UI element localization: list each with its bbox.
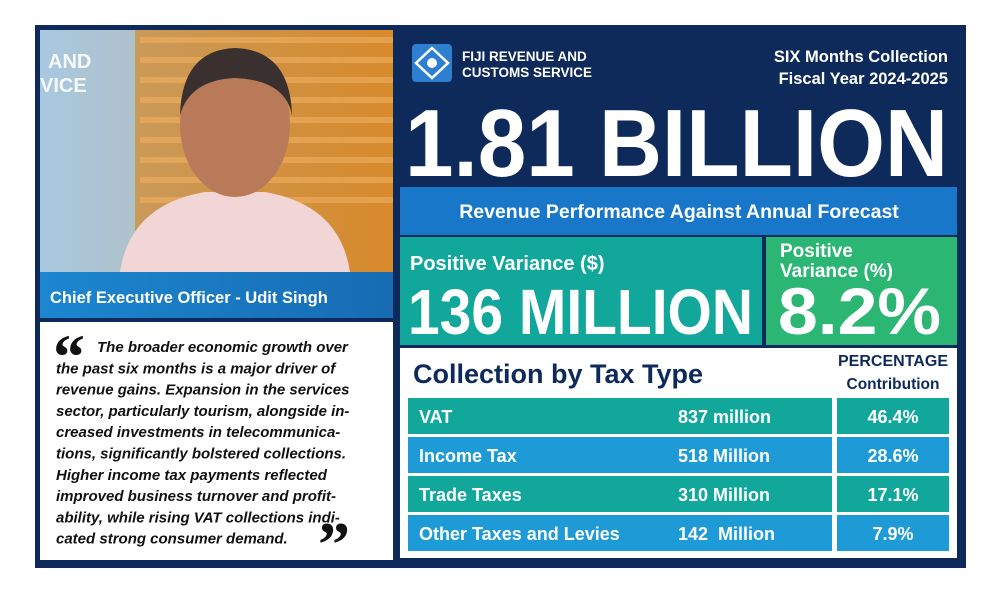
quote-line: improved business turnover and profit- [56,488,336,505]
total: 1.81 BILLION [405,90,948,197]
quote-line: ability, while rising VAT collections in… [56,509,340,526]
tax-amount: 310 Million [678,485,770,505]
tax-type: Other Taxes and Levies [419,524,620,544]
tax-type: Income Tax [419,446,517,466]
row-cell [837,515,949,551]
quote-line: the past six months is a major driver of [56,360,337,377]
quote-line: Higher income tax payments reflected [56,467,328,484]
row-cell [837,437,949,473]
logo-text: FIJI REVENUE AND [462,49,587,64]
tax-amount: 518 Million [678,446,770,466]
caption: Chief Executive Officer - Udit Singh [50,289,328,307]
face [180,53,290,197]
quote-box [40,322,393,560]
period: SIX Months Collection [774,48,948,66]
quote-line: sector, particularly tourism, alongside … [56,403,349,420]
banner-bar [400,187,957,235]
photo: AND VICE [40,30,393,272]
row-cell [408,515,832,551]
row-cell [408,476,832,512]
caption-bar [40,272,393,318]
sign-board [40,30,135,272]
variance-amount-box [400,237,762,345]
shirt [120,192,350,272]
row-cell [408,437,832,473]
logo-center [427,58,437,68]
logo-diamond [414,46,450,80]
logo [412,44,452,82]
variance-label: Positive [780,241,853,262]
variance-amount: 136 MILLION [408,276,753,348]
tax-percent: 28.6% [867,446,918,466]
banner: Revenue Performance Against Annual Forec… [459,201,899,223]
variance-label: Positive Variance ($) [410,253,605,275]
quote-line: creased investments in telecommunica- [56,424,340,441]
sign-text: AND [48,51,91,73]
tax-type: VAT [419,407,452,427]
tax-percent: 7.9% [872,524,913,544]
tax-percent: 46.4% [867,407,918,427]
variance-percent: 8.2% [778,274,941,348]
close-quote-mark: ” [318,509,350,580]
quote-line: The broader economic growth over [97,339,349,356]
tax-amount: 837 million [678,407,771,427]
sign-text: VICE [40,75,87,97]
table-rows: VAT 837 million 46.4% Income Tax 518 Million… [408,398,949,551]
open-quote-mark: “ [53,321,85,392]
tax-percent: 17.1% [867,485,918,505]
percent-header: PERCENTAGE [838,353,948,370]
row-cell [408,398,832,434]
variance-label: Variance (%) [780,261,893,282]
period: Fiscal Year 2024-2025 [779,70,948,88]
quote: The broader economic growth over the past… [56,339,349,548]
logo-text: CUSTOMS SERVICE [462,65,592,80]
quote-line: tions, significantly bolstered collectio… [56,446,346,463]
quote-line: cated strong consumer demand. [56,531,288,548]
percent-header: Contribution [847,376,940,393]
hair [180,48,292,115]
variance-percent-box [766,237,957,345]
row-cell [837,398,949,434]
table-title: Collection by Tax Type [413,359,703,389]
tax-type: Trade Taxes [419,485,522,505]
tax-amount: 142 Million [678,524,775,544]
row-cell [837,476,949,512]
quote-line: revenue gains. Expansion in the services [56,382,349,399]
